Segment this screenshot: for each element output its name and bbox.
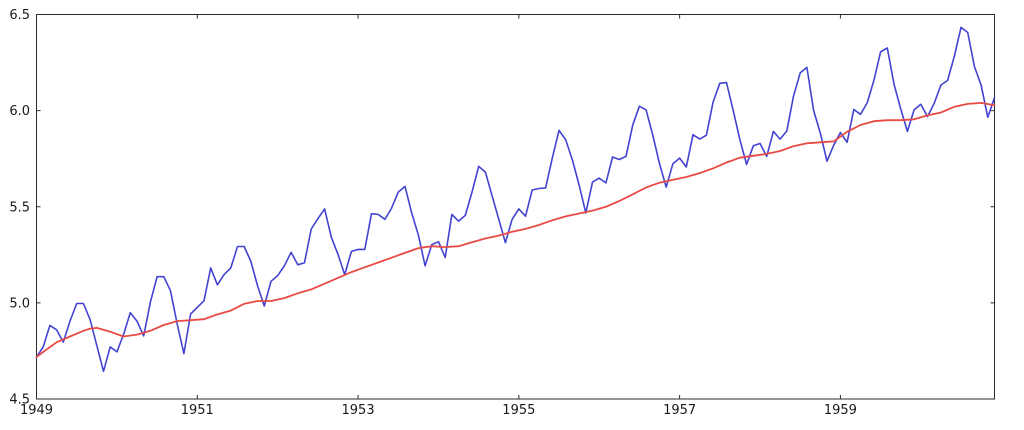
smoothed-trend-line [35,102,996,359]
y-tick-label: 4.5 [9,393,30,408]
x-tick-label: 1953 [342,403,375,418]
y-tick-label: 5.0 [9,296,30,311]
y-tick-label: 6.0 [9,104,30,119]
x-tick-label: 1957 [663,403,696,418]
x-tick-label: 1949 [20,403,53,418]
x-tick-label: 1959 [824,403,857,418]
y-tick-label: 6.5 [9,8,30,23]
x-tick-label: 1955 [502,403,535,418]
x-tick-label: 1951 [181,403,214,418]
plot-frame [36,14,995,400]
log-air-passengers-monthly-line [35,26,996,373]
y-tick-label: 5.5 [9,200,30,215]
